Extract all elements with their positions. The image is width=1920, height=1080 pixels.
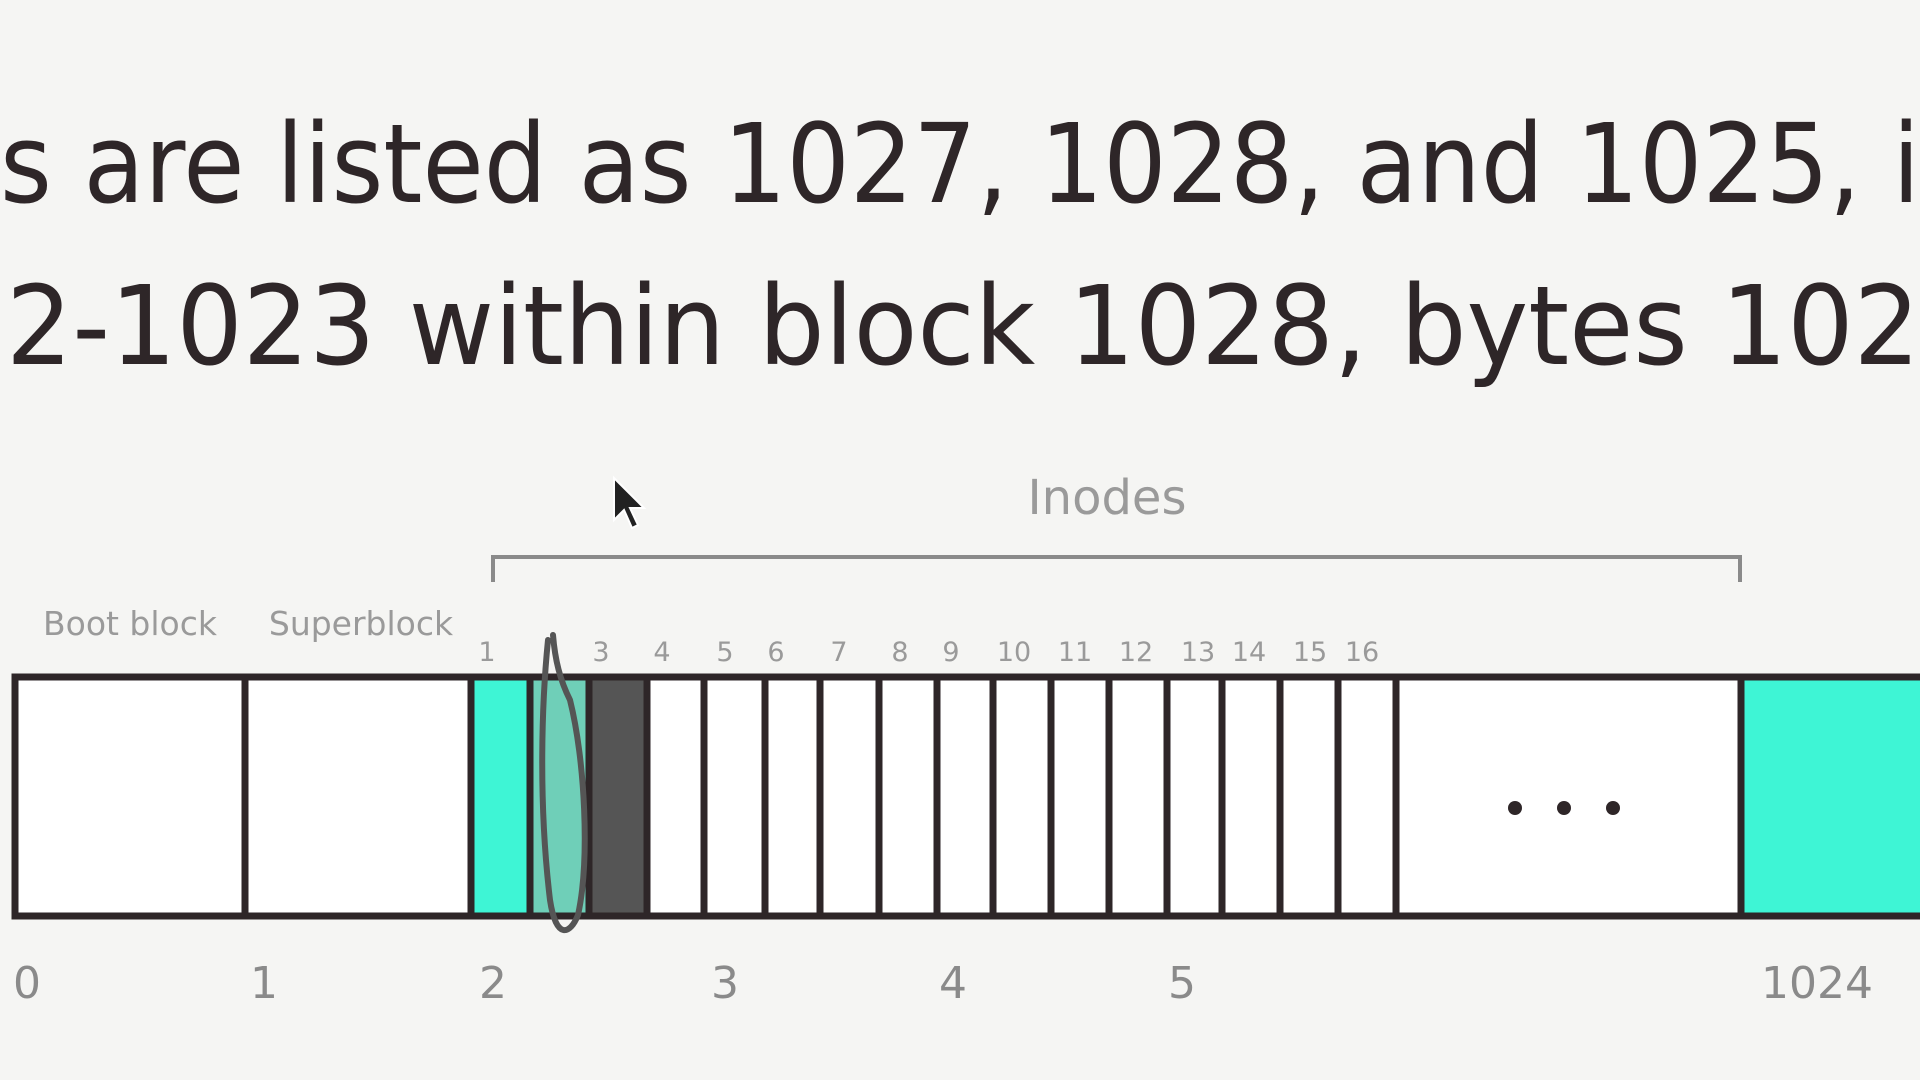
inode-number: 1	[478, 637, 495, 668]
region-label: Boot block	[43, 604, 218, 643]
block-cell	[585, 673, 651, 920]
inode-number: 16	[1345, 637, 1379, 668]
block-number: 1024	[1761, 958, 1873, 1009]
block-number: 3	[711, 958, 739, 1009]
block-number: 5	[1168, 958, 1196, 1009]
block-cell	[1047, 673, 1113, 920]
block-number: 0	[13, 958, 41, 1009]
block-number: 4	[939, 958, 967, 1009]
block-strip	[11, 673, 1920, 920]
mouse-cursor	[613, 475, 647, 530]
block-cell	[241, 673, 475, 920]
inode-number: 4	[653, 637, 670, 668]
inode-number: 9	[942, 637, 959, 668]
inode-number: 8	[891, 637, 908, 668]
block-cell	[1392, 673, 1745, 920]
ellipsis-dot	[1606, 801, 1620, 815]
inode-number: 5	[716, 637, 733, 668]
block-cell	[11, 673, 249, 920]
block-cell	[875, 673, 941, 920]
inode-number: 12	[1119, 637, 1153, 668]
bracket	[491, 555, 1742, 582]
bracket-label: Inodes	[1028, 470, 1187, 526]
block-cell	[467, 673, 534, 920]
block-number: 1	[250, 958, 278, 1009]
block-cell	[1105, 673, 1171, 920]
block-cell	[700, 673, 769, 920]
inode-number: 6	[767, 637, 784, 668]
block-cell	[1218, 673, 1284, 920]
text-line: s are listed as 1027, 1028, and 1025, i	[0, 100, 1920, 228]
inode-number: 14	[1232, 637, 1266, 668]
inode-number: 11	[1058, 637, 1092, 668]
inode-number: 13	[1181, 637, 1215, 668]
block-cell	[1276, 673, 1342, 920]
block-cell	[643, 673, 708, 920]
block-cell	[816, 673, 883, 920]
ellipsis-dot	[1557, 801, 1571, 815]
block-cell	[1163, 673, 1226, 920]
inode-number: 10	[997, 637, 1031, 668]
inode-number: 15	[1293, 637, 1327, 668]
block-number: 2	[479, 958, 507, 1009]
inode-number: 3	[592, 637, 609, 668]
block-cell	[933, 673, 997, 920]
pen-scribble	[539, 632, 588, 934]
block-cell	[989, 673, 1055, 920]
block-cell	[1737, 673, 1920, 920]
region-label: Superblock	[269, 604, 454, 643]
text-line: 2-1023 within block 1028, bytes 102	[6, 262, 1920, 390]
inode-number: 7	[830, 637, 847, 668]
block-cell	[761, 673, 824, 920]
ellipsis-dot	[1508, 801, 1522, 815]
block-cell	[1334, 673, 1400, 920]
